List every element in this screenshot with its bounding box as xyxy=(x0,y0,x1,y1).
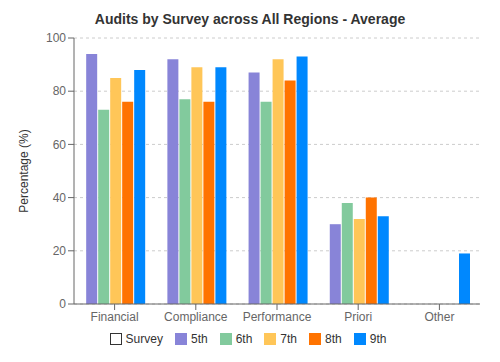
svg-text:100: 100 xyxy=(46,31,66,45)
html-text:7th: 7th xyxy=(280,332,297,346)
svg-text:80: 80 xyxy=(53,84,67,98)
svg-text:60: 60 xyxy=(53,138,67,152)
svg-text:Performance: Performance xyxy=(243,310,312,324)
html-text:6th: 6th xyxy=(235,332,253,346)
html-text:8th: 8th xyxy=(325,332,342,346)
html-text:5th: 5th xyxy=(191,332,208,346)
svg-text:Percentage (%): Percentage (%) xyxy=(17,129,31,212)
html-text:9th: 9th xyxy=(369,332,387,346)
svg-text:Other: Other xyxy=(424,310,454,324)
html-text:Survey: Survey xyxy=(125,332,163,346)
svg-text:Priori: Priori xyxy=(344,310,372,324)
html-text:Audits by Survey across All Re: Audits by Survey across All Regions - Av… xyxy=(94,11,406,27)
svg-text:0: 0 xyxy=(59,297,66,311)
svg-text:Financial: Financial xyxy=(91,310,139,324)
svg-text:Compliance: Compliance xyxy=(164,310,228,324)
svg-text:20: 20 xyxy=(53,244,67,258)
svg-text:40: 40 xyxy=(53,191,67,205)
